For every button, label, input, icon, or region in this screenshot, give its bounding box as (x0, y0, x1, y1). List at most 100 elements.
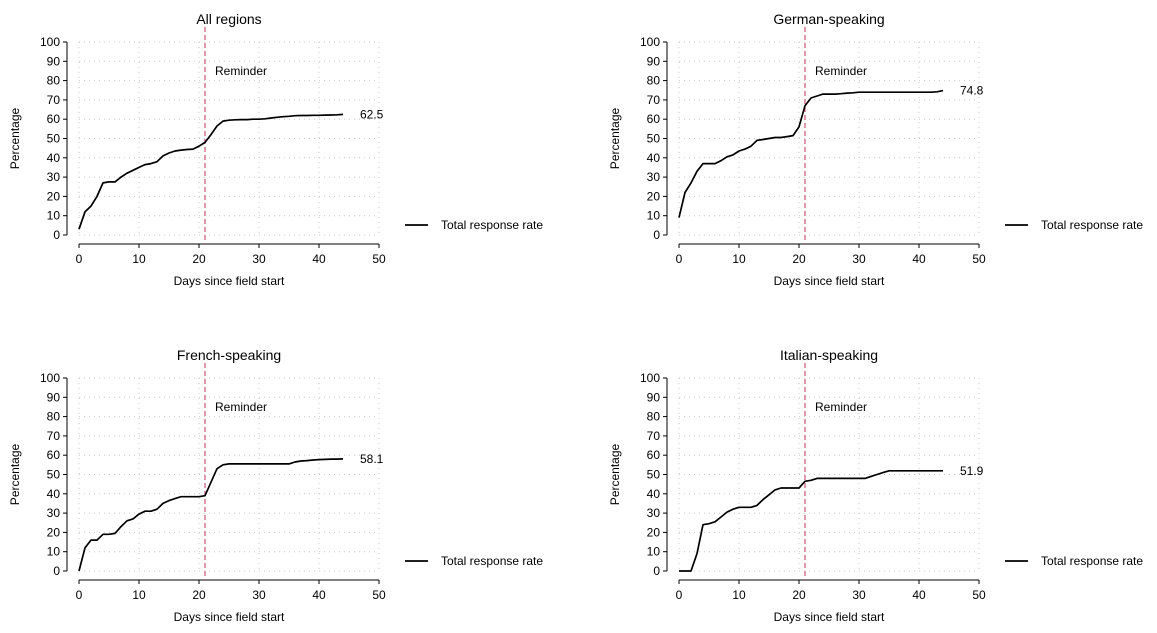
chart-title: All regions (196, 11, 261, 27)
y-tick-label: 60 (647, 448, 661, 462)
x-tick-label: 0 (76, 252, 83, 266)
y-tick-label: 90 (647, 54, 661, 68)
reminder-label: Reminder (215, 64, 267, 78)
y-tick-label: 70 (647, 429, 661, 443)
y-axis-label: Percentage (8, 107, 22, 169)
x-tick-label: 30 (252, 252, 266, 266)
y-tick-label: 0 (53, 564, 60, 578)
x-tick-label: 30 (252, 588, 266, 602)
x-tick-label: 20 (192, 588, 206, 602)
reminder-label: Reminder (215, 400, 267, 414)
y-tick-label: 30 (47, 170, 61, 184)
y-tick-label: 10 (647, 209, 661, 223)
y-tick-label: 100 (40, 371, 60, 385)
reminder-label: Reminder (815, 64, 867, 78)
y-axis-label: Percentage (8, 443, 22, 505)
x-tick-label: 40 (912, 252, 926, 266)
y-tick-label: 100 (640, 371, 660, 385)
y-tick-label: 40 (47, 487, 61, 501)
chart-panel: 0 10 20 30 40 50 60 70 80 90 100 0 10 20 30 40 50 French-… (8, 347, 543, 624)
y-tick-label: 30 (647, 506, 661, 520)
chart-title: French-speaking (177, 347, 281, 363)
x-axis-label: Days since field start (774, 610, 885, 624)
y-tick-label: 60 (47, 112, 61, 126)
y-tick-label: 20 (47, 189, 61, 203)
series-line (78, 113, 344, 230)
end-value-label: 58.1 (360, 452, 384, 466)
y-tick-label: 40 (647, 151, 661, 165)
y-tick-label: 80 (47, 410, 61, 424)
y-tick-label: 60 (47, 448, 61, 462)
chart-panel: 0 10 20 30 40 50 60 70 80 90 100 0 10 20 30 40 50 German-… (608, 11, 1143, 288)
end-value-label: 51.9 (960, 464, 984, 478)
y-tick-label: 0 (653, 564, 660, 578)
x-axis-label: Days since field start (174, 274, 285, 288)
x-tick-label: 20 (792, 252, 806, 266)
legend-label: Total response rate (1041, 554, 1143, 568)
chart-panel: 0 10 20 30 40 50 60 70 80 90 100 0 10 20 30 40 50 All reg… (8, 11, 543, 288)
y-tick-label: 0 (53, 228, 60, 242)
chart-panel: 0 10 20 30 40 50 60 70 80 90 100 0 10 20 30 40 50 Italian… (608, 347, 1143, 624)
y-tick-label: 40 (47, 151, 61, 165)
y-tick-label: 90 (47, 54, 61, 68)
x-tick-label: 30 (852, 588, 866, 602)
y-tick-label: 20 (47, 525, 61, 539)
legend-label: Total response rate (1041, 218, 1143, 232)
reminder-label: Reminder (815, 400, 867, 414)
y-tick-label: 0 (653, 228, 660, 242)
y-tick-label: 40 (647, 487, 661, 501)
legend-label: Total response rate (441, 218, 543, 232)
y-tick-label: 90 (47, 390, 61, 404)
x-tick-label: 40 (312, 252, 326, 266)
series-line (678, 89, 944, 218)
x-tick-label: 10 (132, 588, 146, 602)
y-tick-label: 50 (647, 132, 661, 146)
x-tick-label: 30 (852, 252, 866, 266)
y-tick-label: 50 (47, 132, 61, 146)
series-line (679, 469, 943, 572)
y-tick-label: 10 (47, 545, 61, 559)
y-tick-label: 80 (47, 74, 61, 88)
x-axis-label: Days since field start (774, 274, 885, 288)
y-tick-label: 100 (640, 35, 660, 49)
y-tick-label: 50 (647, 468, 661, 482)
y-tick-label: 10 (47, 209, 61, 223)
x-tick-label: 40 (312, 588, 326, 602)
x-tick-label: 40 (912, 588, 926, 602)
y-tick-label: 80 (647, 74, 661, 88)
x-tick-label: 50 (372, 252, 386, 266)
y-tick-label: 60 (647, 112, 661, 126)
y-tick-label: 90 (647, 390, 661, 404)
y-tick-label: 30 (47, 506, 61, 520)
x-tick-label: 10 (132, 252, 146, 266)
y-axis-label: Percentage (608, 443, 622, 505)
y-tick-label: 10 (647, 545, 661, 559)
series-line (78, 458, 344, 572)
x-tick-label: 0 (76, 588, 83, 602)
x-tick-label: 50 (972, 588, 986, 602)
y-tick-label: 70 (647, 93, 661, 107)
end-value-label: 74.8 (960, 84, 984, 98)
y-tick-label: 30 (647, 170, 661, 184)
end-value-label: 62.5 (360, 107, 384, 121)
y-tick-label: 70 (47, 429, 61, 443)
chart-title: Italian-speaking (780, 347, 878, 363)
y-tick-label: 20 (647, 525, 661, 539)
y-tick-label: 50 (47, 468, 61, 482)
x-tick-label: 50 (972, 252, 986, 266)
x-axis-label: Days since field start (174, 610, 285, 624)
x-tick-label: 0 (676, 588, 683, 602)
x-tick-label: 10 (732, 588, 746, 602)
y-tick-label: 20 (647, 189, 661, 203)
legend-label: Total response rate (441, 554, 543, 568)
y-tick-label: 70 (47, 93, 61, 107)
x-tick-label: 20 (192, 252, 206, 266)
x-tick-label: 50 (372, 588, 386, 602)
x-tick-label: 20 (792, 588, 806, 602)
y-tick-label: 80 (647, 410, 661, 424)
x-tick-label: 10 (732, 252, 746, 266)
chart-title: German-speaking (773, 11, 884, 27)
y-axis-label: Percentage (608, 107, 622, 169)
y-tick-label: 100 (40, 35, 60, 49)
